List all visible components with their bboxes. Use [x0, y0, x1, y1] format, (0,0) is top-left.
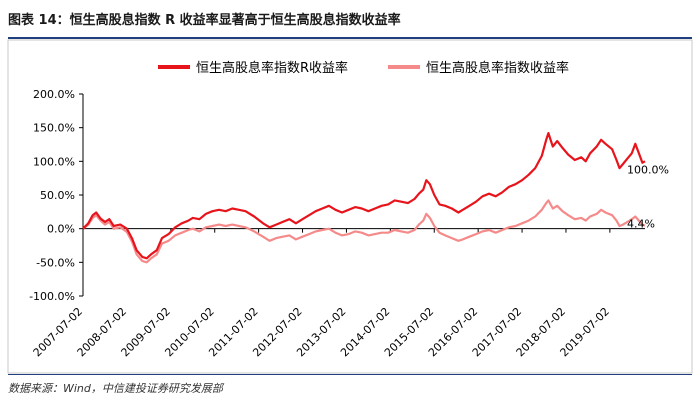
y-tick-label: 50.0% — [40, 189, 75, 202]
end-labels: 100.0% 4.4% — [627, 163, 669, 230]
y-tick-label: 0.0% — [47, 223, 75, 236]
y-tick-label: 200.0% — [33, 88, 75, 101]
figure-footer: 数据来源：Wind，中信建投证券研究发展部 — [8, 374, 692, 398]
title-divider — [8, 37, 692, 39]
legend-label: 恒生高股息率指数R收益率 — [196, 60, 348, 76]
end-value-label: 4.4% — [627, 218, 655, 231]
y-tick-label: 100.0% — [33, 155, 75, 168]
y-tick-label: -50.0% — [36, 256, 75, 269]
chart-legend: 恒生高股息率指数R收益率 恒生高股息率指数收益率 — [158, 60, 569, 76]
end-value-label: 100.0% — [627, 163, 669, 176]
plot-frame — [7, 39, 693, 374]
series-line — [82, 132, 646, 260]
legend-label: 恒生高股息率指数收益率 — [426, 60, 569, 76]
figure-title: 图表 14：恒生高股息指数 R 收益率显著高于恒生高股息指数收益率 — [8, 13, 401, 28]
chart-series — [82, 132, 646, 264]
y-tick-label: 150.0% — [33, 122, 75, 135]
y-tick-label: -100.0% — [29, 290, 75, 303]
series-line — [82, 199, 646, 264]
figure-header: 图表 14：恒生高股息指数 R 收益率显著高于恒生高股息指数收益率 — [8, 5, 692, 39]
chart-axes: 200.0% 150.0% 100.0% 50.0% 0.0% -50.0% -100.0%… — [29, 88, 645, 359]
footer-divider — [8, 374, 692, 375]
source-note: 数据来源：Wind，中信建投证券研究发展部 — [8, 382, 223, 395]
